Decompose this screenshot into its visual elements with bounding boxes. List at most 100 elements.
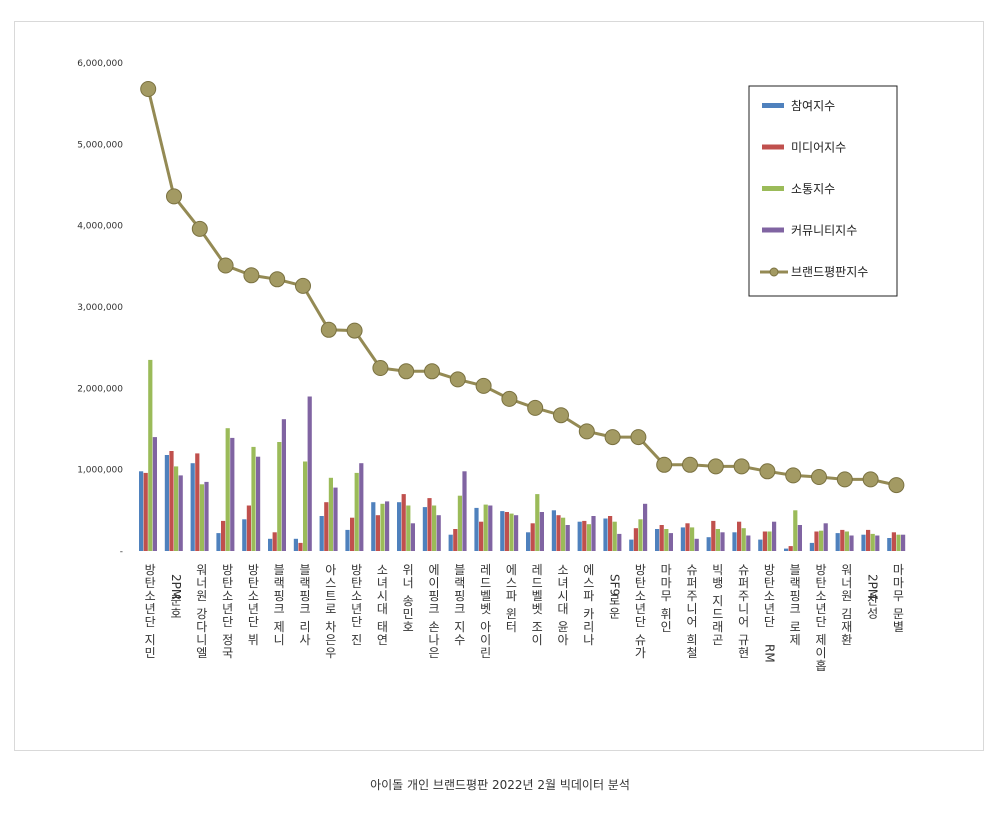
bar [819, 530, 824, 551]
legend-swatch [762, 186, 784, 191]
y-tick-label: - [120, 547, 123, 557]
legend-label: 소통지수 [791, 182, 835, 196]
legend-label: 참여지수 [791, 99, 835, 113]
category-label-latin: SF9 [608, 574, 622, 596]
bar [277, 442, 282, 551]
bar [617, 533, 622, 551]
line-point [553, 407, 569, 424]
category-label-latin: 2PM [866, 574, 880, 599]
bar [345, 529, 350, 551]
bar [293, 538, 298, 551]
bar [350, 517, 355, 551]
legend-swatch [762, 227, 784, 233]
bar [436, 515, 441, 551]
line-point [630, 429, 647, 446]
bar [406, 505, 411, 551]
bar [809, 542, 814, 551]
legend-marker [769, 267, 779, 277]
bar [896, 534, 901, 551]
bar [887, 538, 892, 551]
bar [732, 532, 737, 551]
line-point [759, 463, 776, 480]
bar [397, 502, 402, 551]
line-point [140, 81, 157, 97]
bar [333, 487, 338, 551]
bar [737, 521, 742, 551]
bar [643, 503, 648, 551]
chart-frame: - 1,000,000 2,000,000 3,000,000 4,000,000 5,0… [14, 21, 984, 751]
line-point [888, 477, 905, 494]
bar [530, 523, 535, 551]
bar [668, 533, 673, 551]
bar [328, 477, 333, 551]
line-point [527, 399, 544, 416]
bar [221, 520, 226, 551]
bar [514, 515, 519, 551]
line-point [707, 458, 724, 475]
line-point [811, 469, 827, 485]
bar [633, 528, 638, 551]
bar [526, 532, 531, 551]
bar [474, 507, 479, 551]
line-point [578, 423, 595, 440]
brand-reputation-chart: - 1,000,000 2,000,000 3,000,000 4,000,000 5,0… [77, 59, 906, 673]
bar [870, 533, 875, 551]
bar [629, 539, 634, 551]
bar [690, 527, 695, 551]
bar [797, 525, 802, 551]
y-tick-label: 1,000,000 [77, 466, 123, 476]
bar [479, 521, 484, 551]
line-point [372, 360, 389, 376]
bar [612, 521, 617, 551]
bar [251, 446, 256, 551]
bar [268, 538, 273, 551]
line-point [191, 220, 208, 237]
bar [603, 518, 608, 551]
bar [793, 510, 798, 551]
bar [303, 461, 308, 551]
line-point [269, 271, 286, 288]
bar [849, 535, 854, 551]
line-point [862, 471, 879, 488]
bar [891, 532, 896, 551]
line-point [166, 188, 182, 205]
line-point [243, 267, 260, 284]
bar [385, 501, 390, 551]
bar [586, 524, 591, 551]
bar [500, 511, 505, 551]
bar [359, 463, 364, 551]
bar [741, 528, 746, 551]
bar [711, 520, 716, 551]
bar [242, 519, 247, 551]
bar [706, 537, 711, 551]
y-tick-label: 2,000,000 [77, 384, 123, 394]
bar [758, 539, 763, 551]
bar [354, 472, 359, 551]
bar [152, 437, 157, 551]
legend-label: 브랜드평판지수 [791, 265, 868, 279]
bar [453, 529, 458, 551]
line-point [475, 377, 492, 394]
legend-swatch [762, 103, 784, 108]
bar [539, 512, 544, 551]
bar [169, 451, 174, 551]
bar [319, 516, 324, 551]
bar [246, 505, 251, 551]
line-point [217, 257, 234, 274]
bar [281, 419, 286, 551]
bar [535, 494, 540, 551]
line-point [320, 321, 337, 338]
bar [432, 505, 437, 551]
bar [422, 507, 427, 551]
